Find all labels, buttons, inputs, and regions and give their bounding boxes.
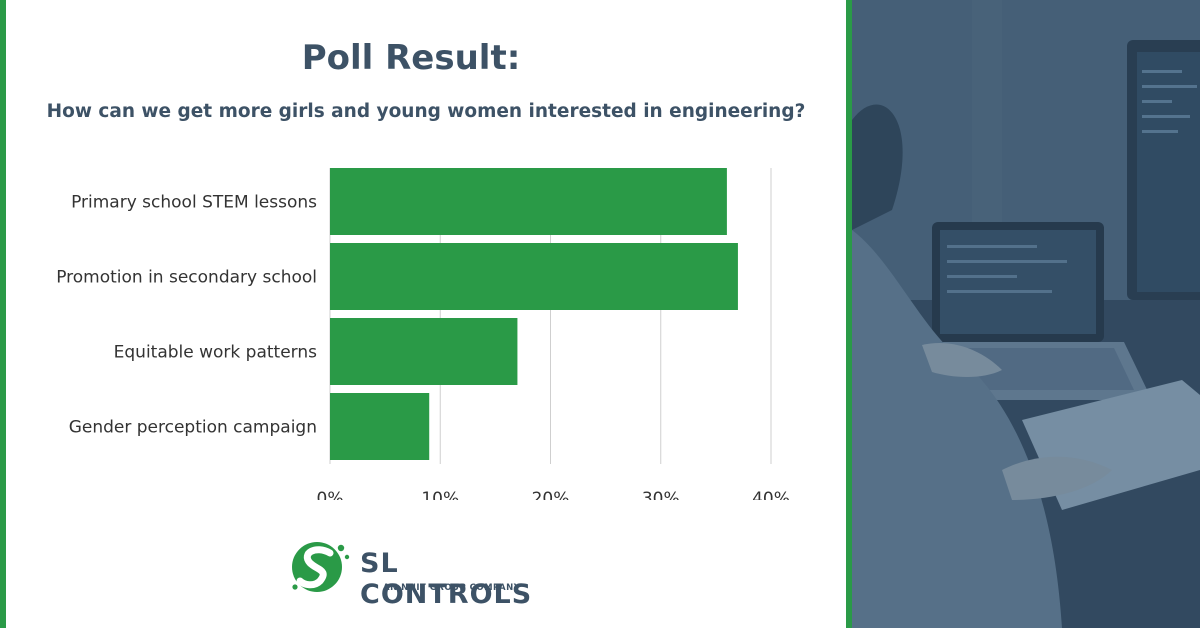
tick-label-0: 0% (317, 489, 344, 500)
bar-3 (330, 393, 430, 460)
logo-wordmark: SL CONTROLS (360, 548, 533, 610)
tick-label-3: 30% (642, 489, 680, 500)
sl-controls-logo-icon (292, 542, 350, 592)
tick-label-4: 40% (752, 489, 790, 500)
category-label-3: Gender perception campaign (69, 418, 317, 438)
tick-label-2: 20% (532, 489, 570, 500)
bar-2 (330, 318, 518, 385)
page-title: Poll Result: (301, 38, 521, 78)
logo-tagline: AN NNIT GROUP COMPANY (383, 583, 521, 593)
sl-controls-logo: SL CONTROLS AN NNIT GROUP COMPANY (290, 538, 550, 610)
panel-divider (846, 0, 852, 628)
person-at-laptop-photo (852, 0, 1200, 628)
left-accent-bar (0, 0, 6, 628)
tick-label-1: 10% (421, 489, 459, 500)
category-label-0: Primary school STEM lessons (71, 193, 317, 213)
category-label-1: Promotion in secondary school (56, 268, 317, 288)
poll-question: How can we get more girls and young wome… (46, 101, 806, 122)
bar-1 (330, 243, 738, 310)
bar-0 (330, 168, 727, 235)
category-label-2: Equitable work patterns (114, 343, 317, 363)
poll-bar-chart: Primary school STEM lessons Promotion in … (56, 168, 790, 500)
